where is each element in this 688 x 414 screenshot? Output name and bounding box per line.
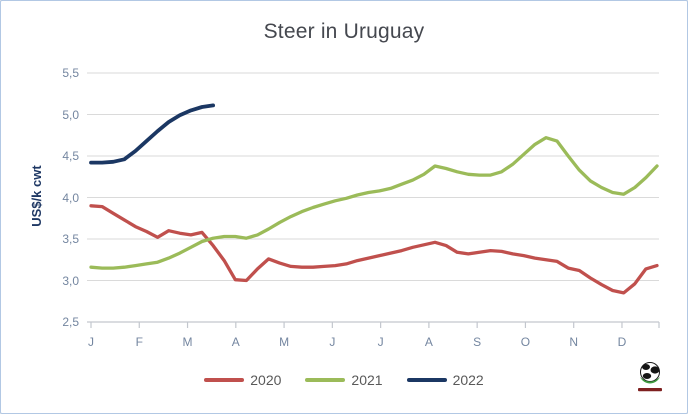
x-tick-label: M: [279, 335, 290, 349]
x-tick-label: O: [520, 335, 531, 349]
legend-label-2021: 2021: [351, 372, 383, 388]
series-line-2021: [89, 136, 659, 270]
x-tick-label: A: [424, 335, 433, 349]
legend-swatch-2022: [406, 378, 447, 382]
y-tick-label: 3,0: [62, 273, 79, 288]
y-tick-label: 5,0: [62, 107, 79, 122]
x-tick-label: J: [377, 335, 384, 349]
globe-logo: [638, 362, 662, 392]
x-tick-label: A: [231, 335, 240, 349]
chart-legend: 2020 2021 2022: [1, 372, 687, 388]
x-tick-label: M: [182, 335, 193, 349]
x-tick-label: J: [329, 335, 336, 349]
legend-label-2020: 2020: [250, 372, 282, 388]
leaf-swoosh-icon: [640, 377, 660, 384]
x-tick-label: N: [569, 335, 579, 349]
legend-item-2021: 2021: [305, 372, 383, 388]
x-tick-label: D: [617, 335, 627, 349]
legend-label-2022: 2022: [452, 372, 484, 388]
series-line-2020: [89, 204, 659, 295]
y-tick-label: 3,5: [62, 232, 79, 246]
series-line-2022: [89, 103, 216, 165]
legend-item-2022: 2022: [406, 372, 484, 388]
legend-item-2020: 2020: [204, 372, 281, 388]
x-tick-label: J: [88, 335, 94, 349]
x-tick-label: F: [135, 335, 143, 349]
y-tick-label: 2,5: [62, 315, 79, 329]
legend-swatch-2021: [305, 378, 346, 382]
chart-title: Steer in Uruguay: [263, 20, 425, 43]
y-tick-label: 4,5: [62, 149, 79, 163]
legend-swatch-2020: [204, 378, 245, 382]
logo-text-bar: [638, 388, 662, 392]
y-tick-label: 5,5: [62, 66, 79, 80]
y-tick-label: 4,0: [62, 190, 79, 205]
x-tick-label: S: [473, 335, 482, 349]
